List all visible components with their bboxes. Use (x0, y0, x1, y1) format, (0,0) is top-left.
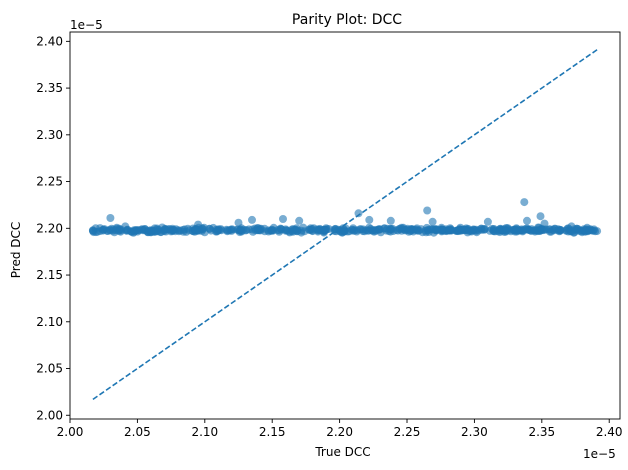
scatter-point (99, 225, 108, 234)
scatter-point (226, 225, 235, 234)
chart-title: Parity Plot: DCC (292, 12, 402, 28)
x-tick-label: 2.30 (461, 425, 488, 439)
x-tick-label: 2.25 (394, 425, 421, 439)
scatter-point (463, 228, 472, 237)
scatter-point (369, 226, 378, 235)
scatter-point (268, 226, 277, 235)
y-tick-label: 2.20 (36, 221, 63, 235)
x-tick-label: 2.00 (57, 425, 84, 439)
scatter-point-outlier (106, 214, 115, 222)
scatter-point (319, 226, 328, 235)
scatter-point (216, 225, 225, 234)
y-tick-label: 2.15 (36, 268, 63, 282)
scatter-point (556, 226, 565, 235)
scatter-point (512, 226, 521, 234)
scatter-point (281, 226, 290, 235)
scatter-point (253, 224, 262, 233)
scatter-point (432, 226, 441, 234)
y-tick-label: 2.05 (36, 362, 63, 376)
scatter-points (88, 198, 602, 237)
scatter-point-outlier (520, 198, 529, 207)
x-tick-label: 2.35 (528, 425, 555, 439)
x-tick-label: 2.20 (326, 425, 353, 439)
scatter-point (578, 228, 587, 237)
parity-line (92, 49, 598, 401)
scatter-point (502, 227, 510, 236)
scatter-point-outlier (295, 216, 304, 225)
scatter-point-outlier (121, 222, 130, 231)
scatter-point (293, 226, 302, 235)
scatter-point-outlier (536, 212, 545, 221)
y-offset-label: 1e−5 (70, 18, 103, 32)
scatter-point (397, 223, 406, 232)
scatter-point-outlier (593, 227, 602, 236)
scatter-point (357, 225, 365, 234)
y-tick-label: 2.10 (36, 315, 63, 329)
y-tick-label: 2.40 (36, 34, 63, 48)
x-offset-label: 1e−5 (583, 447, 616, 461)
x-tick-label: 2.40 (596, 425, 623, 439)
scatter-point (146, 227, 155, 236)
scatter-point (349, 224, 358, 233)
scatter-point-outlier (423, 206, 432, 215)
scatter-point-outlier (523, 216, 531, 225)
y-tick-label: 2.30 (36, 128, 63, 142)
scatter-point-outlier (386, 216, 395, 225)
scatter-point-outlier (483, 217, 492, 226)
x-tick-label: 2.10 (191, 425, 218, 439)
y-tick-label: 2.00 (36, 408, 63, 422)
scatter-point (108, 226, 117, 235)
scatter-point (380, 224, 389, 233)
scatter-point (172, 225, 180, 234)
scatter-point (308, 227, 317, 236)
scatter-point-outlier (194, 220, 203, 229)
y-axis-label: Pred DCC (9, 222, 23, 279)
scatter-point (445, 226, 454, 235)
scatter-point (519, 226, 527, 235)
scatter-point (495, 228, 504, 237)
scatter-point-outlier (540, 219, 549, 228)
axes: 2.00 2.05 2.10 2.15 2.20 2.25 2.30 2.35 2.40 2.00… (36, 31, 623, 439)
scatter-point (453, 226, 461, 235)
scatter-point (550, 226, 558, 235)
scatter-point (418, 228, 427, 237)
scatter-point (480, 225, 488, 234)
scatter-point (237, 227, 246, 236)
scatter-point-outlier (354, 209, 363, 218)
scatter-point (137, 225, 146, 234)
scatter-point-outlier (365, 215, 374, 224)
scatter-point-outlier (428, 217, 437, 226)
y-tick-label: 2.35 (36, 81, 63, 95)
scatter-point (469, 226, 478, 234)
x-tick-label: 2.05 (124, 425, 151, 439)
scatter-point (114, 226, 123, 235)
scatter-point-outlier (248, 215, 256, 224)
plot-frame (69, 31, 621, 420)
x-tick-label: 2.15 (259, 425, 286, 439)
parity-line-group (92, 49, 598, 401)
y-tick-label: 2.25 (36, 175, 63, 189)
scatter-point-outlier (234, 218, 243, 227)
scatter-point-outlier (279, 215, 287, 223)
x-axis-label: True DCC (314, 445, 370, 459)
scatter-point-outlier (567, 222, 576, 231)
scatter-point (92, 228, 100, 237)
scatter-point (486, 226, 494, 235)
